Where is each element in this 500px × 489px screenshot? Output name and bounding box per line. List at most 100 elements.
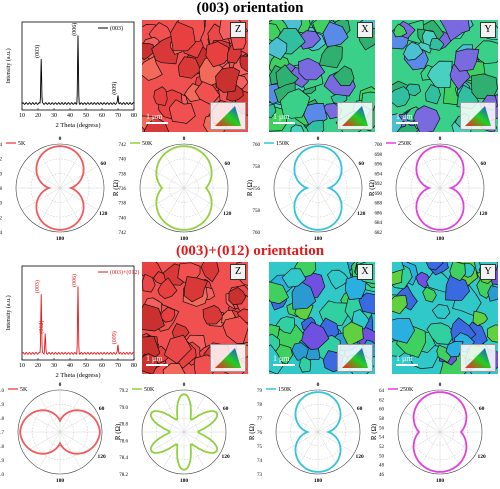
xrd-tick-label: 10 bbox=[19, 113, 25, 119]
polar-tick-label: 758 bbox=[253, 209, 261, 214]
polar-angle-label: 60 bbox=[357, 406, 363, 412]
grain bbox=[429, 38, 445, 51]
polar-tick-label: 758 bbox=[253, 165, 261, 170]
polar-angle-label: 120 bbox=[221, 454, 230, 460]
grain bbox=[305, 119, 325, 132]
scale-bar: 1 μm bbox=[396, 354, 418, 366]
polar-angle-label: 0 bbox=[183, 382, 186, 388]
grain bbox=[142, 353, 159, 374]
grain bbox=[298, 57, 326, 81]
grain bbox=[392, 318, 415, 344]
polar-angle-label: 180 bbox=[436, 478, 445, 484]
ebsd-map-top-y: Y 1 μm bbox=[392, 20, 498, 132]
grain bbox=[222, 316, 248, 344]
grain bbox=[157, 277, 178, 299]
grain bbox=[392, 294, 408, 315]
polar-angle-label: 120 bbox=[99, 211, 108, 217]
polar-angle-label: 0 bbox=[317, 382, 320, 388]
polar-tick-label: 688 bbox=[375, 202, 383, 207]
polar-angle-label: 180 bbox=[56, 478, 65, 484]
polar-tick-label: 60 bbox=[379, 408, 385, 413]
polar-tick-label: 722 bbox=[0, 216, 3, 221]
polar-tick-label: 724 bbox=[0, 231, 3, 236]
grain bbox=[228, 286, 247, 305]
xrd-peak-label: (003) bbox=[34, 280, 41, 293]
xrd-tick-label: 30 bbox=[51, 113, 57, 119]
xrd-peak-label: (009) bbox=[111, 82, 118, 95]
xrd-tick-label: 20 bbox=[35, 363, 41, 369]
pole-figure-legend bbox=[210, 102, 246, 130]
polar-angle-label: 60 bbox=[481, 161, 487, 167]
polar-angle-label: 60 bbox=[225, 161, 231, 167]
axis-letter: Y bbox=[480, 22, 496, 38]
polar-angle-label: 60 bbox=[223, 406, 229, 412]
grain bbox=[205, 41, 230, 68]
xrd-ylabel: Intensity (a.u.) bbox=[5, 295, 12, 330]
polar-angle-label: 0 bbox=[59, 382, 62, 388]
pole-figure-legend bbox=[210, 344, 246, 372]
grain bbox=[425, 84, 441, 105]
polar-tick-label: 79 bbox=[257, 389, 263, 394]
polar-tick-label: 78.2 bbox=[119, 473, 128, 478]
xrd-tick-label: 70 bbox=[115, 363, 121, 369]
polar-tick-label: 738 bbox=[119, 172, 127, 177]
grain bbox=[426, 322, 456, 345]
polar-curve bbox=[155, 145, 213, 231]
xrd-peak-label: (003) bbox=[34, 45, 41, 58]
grain bbox=[332, 65, 355, 86]
polar-row-bottom: 0 60 120 180 79.0 78.9 78.8 78.7 78.8 78.9 79.0 R (… bbox=[0, 378, 500, 484]
polar-tick-label: 75 bbox=[257, 445, 263, 450]
polar-plot-250K: 0 60 120 180 64 62 60 58 56 54 52 50 48 46 R (Ω) 250K bbox=[370, 382, 486, 484]
polar-tick-label: 684 bbox=[375, 221, 383, 226]
ebsd-map-bottom-y: Y 1 μm bbox=[392, 262, 498, 374]
polar-angle-label: 120 bbox=[355, 454, 364, 460]
grain bbox=[202, 305, 224, 325]
polar-legend-label: 50K bbox=[142, 141, 153, 147]
polar-tick-label: 79.0 bbox=[0, 389, 5, 394]
polar-angle-label: 0 bbox=[439, 382, 442, 388]
xrd-peak-label: (006) bbox=[71, 274, 78, 287]
polar-angle-label: 60 bbox=[359, 161, 365, 167]
polar-angle-label: 180 bbox=[180, 478, 189, 484]
polar-curve bbox=[293, 145, 343, 231]
xrd-tick-label: 50 bbox=[83, 113, 89, 119]
grain bbox=[487, 285, 498, 302]
grain bbox=[142, 273, 156, 293]
polar-legend-label: 150K bbox=[278, 387, 292, 393]
polar-legend-label: 250K bbox=[400, 387, 414, 393]
scale-bar: 1 μm bbox=[273, 112, 295, 124]
polar-tick-label: 682 bbox=[375, 231, 383, 236]
polar-angle-label: 180 bbox=[314, 236, 323, 242]
polar-tick-label: 738 bbox=[119, 202, 127, 207]
grain bbox=[168, 99, 196, 124]
xrd-plot-bottom: 10 20 30 40 50 60 70 80 2 Theta (degress) Intensi… bbox=[5, 265, 139, 379]
polar-tick-label: 78.9 bbox=[0, 403, 5, 408]
grain bbox=[322, 21, 349, 48]
grain bbox=[269, 36, 288, 61]
xrd-panel-bottom: 10 20 30 40 50 60 70 80 2 Theta (degress) Intensi… bbox=[0, 262, 140, 380]
polar-tick-label: 724 bbox=[0, 143, 3, 148]
polar-angle-label: 180 bbox=[314, 478, 323, 484]
grain bbox=[162, 363, 186, 374]
grain bbox=[236, 308, 248, 324]
polar-tick-label: 718 bbox=[0, 187, 3, 192]
axis-letter: Y bbox=[480, 264, 496, 280]
polar-tick-label: 78.7 bbox=[0, 431, 5, 436]
grain bbox=[436, 344, 452, 363]
grain bbox=[215, 66, 241, 93]
grain bbox=[439, 20, 471, 42]
polar-tick-label: 78.9 bbox=[0, 459, 5, 464]
grain bbox=[281, 268, 307, 288]
polar-tick-label: 720 bbox=[0, 202, 3, 207]
ebsd-map-top-x: X 1 μm bbox=[269, 20, 375, 132]
axis-letter: X bbox=[357, 264, 373, 280]
xrd-legend-label: (003) bbox=[110, 25, 123, 32]
polar-tick-label: 78.4 bbox=[119, 456, 128, 461]
polar-legend-label: 150K bbox=[276, 141, 290, 147]
axis-letter: Z bbox=[230, 22, 246, 38]
polar-legend-label: 5K bbox=[18, 141, 26, 147]
grain bbox=[393, 23, 408, 38]
polar-tick-label: 740 bbox=[119, 216, 127, 221]
xrd-peak-label: (012) bbox=[38, 321, 45, 334]
scale-bar: 1 μm bbox=[396, 112, 418, 124]
